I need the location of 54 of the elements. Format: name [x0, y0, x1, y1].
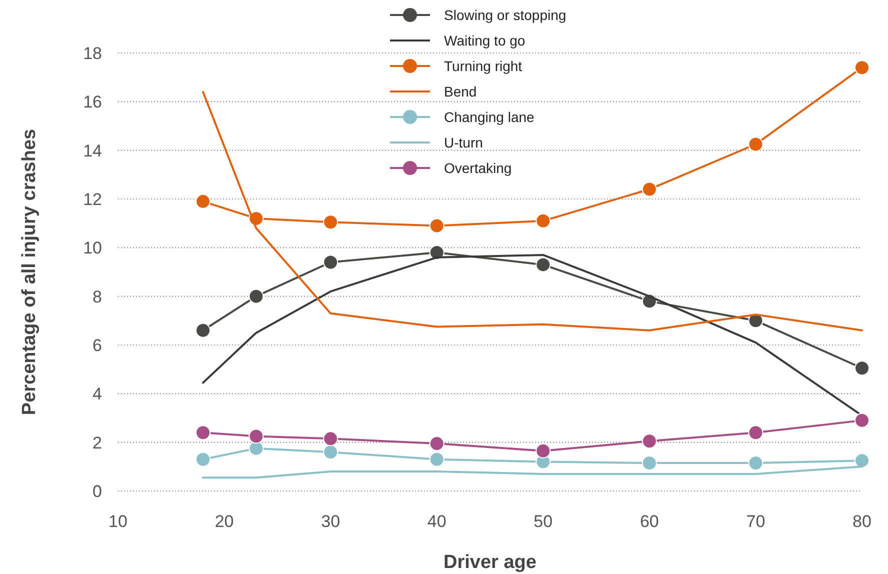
legend-label: Overtaking [444, 160, 512, 176]
x-tick-label: 40 [427, 512, 446, 531]
y-tick-label: 14 [83, 141, 102, 160]
point [536, 257, 551, 272]
y-tick-label: 18 [83, 44, 102, 63]
point [429, 452, 444, 467]
point [248, 440, 264, 456]
point [196, 425, 211, 440]
x-axis-title: Driver age [444, 552, 536, 573]
point [854, 60, 870, 76]
y-tick-label: 6 [92, 336, 102, 355]
legend-label: Changing lane [444, 108, 535, 125]
legend-label: Turning right [444, 58, 522, 74]
x-tick-label: 10 [108, 512, 128, 531]
point [196, 452, 211, 467]
point [323, 431, 338, 446]
legend-label: Bend [444, 83, 477, 100]
x-tick-label: 70 [746, 512, 766, 531]
legend-label: U-turn [444, 134, 483, 150]
x-tick-label: 60 [640, 512, 659, 531]
legend-label: Slowing or stopping [444, 6, 566, 23]
point [196, 322, 211, 338]
x-tick-label: 50 [534, 512, 553, 531]
y-tick-label: 8 [92, 287, 102, 306]
point [748, 456, 764, 471]
y-tick-label: 4 [92, 384, 102, 404]
y-tick-label: 2 [92, 433, 102, 452]
point [248, 428, 264, 444]
legend-label: Waiting to go [444, 32, 526, 48]
point [196, 194, 211, 209]
point [748, 136, 764, 152]
point [642, 456, 657, 471]
point [748, 425, 764, 440]
point [854, 360, 870, 376]
point [536, 443, 551, 458]
x-tick-label: 80 [852, 512, 872, 531]
point [429, 436, 444, 452]
point [854, 412, 870, 428]
point [642, 434, 657, 449]
point [536, 213, 551, 228]
x-tick-label: 30 [321, 512, 340, 531]
y-tick-label: 16 [83, 92, 102, 112]
y-tick-label: 0 [92, 482, 102, 501]
point [248, 288, 264, 304]
point [854, 453, 870, 468]
y-axis-title: Percentage of all injury crashes [19, 128, 40, 416]
point [323, 214, 338, 230]
point [323, 444, 338, 460]
point [429, 218, 444, 234]
point [323, 254, 338, 270]
x-tick-label: 20 [214, 512, 234, 531]
y-tick-label: 12 [83, 190, 102, 209]
y-tick-label: 10 [83, 238, 102, 258]
point [642, 182, 657, 197]
